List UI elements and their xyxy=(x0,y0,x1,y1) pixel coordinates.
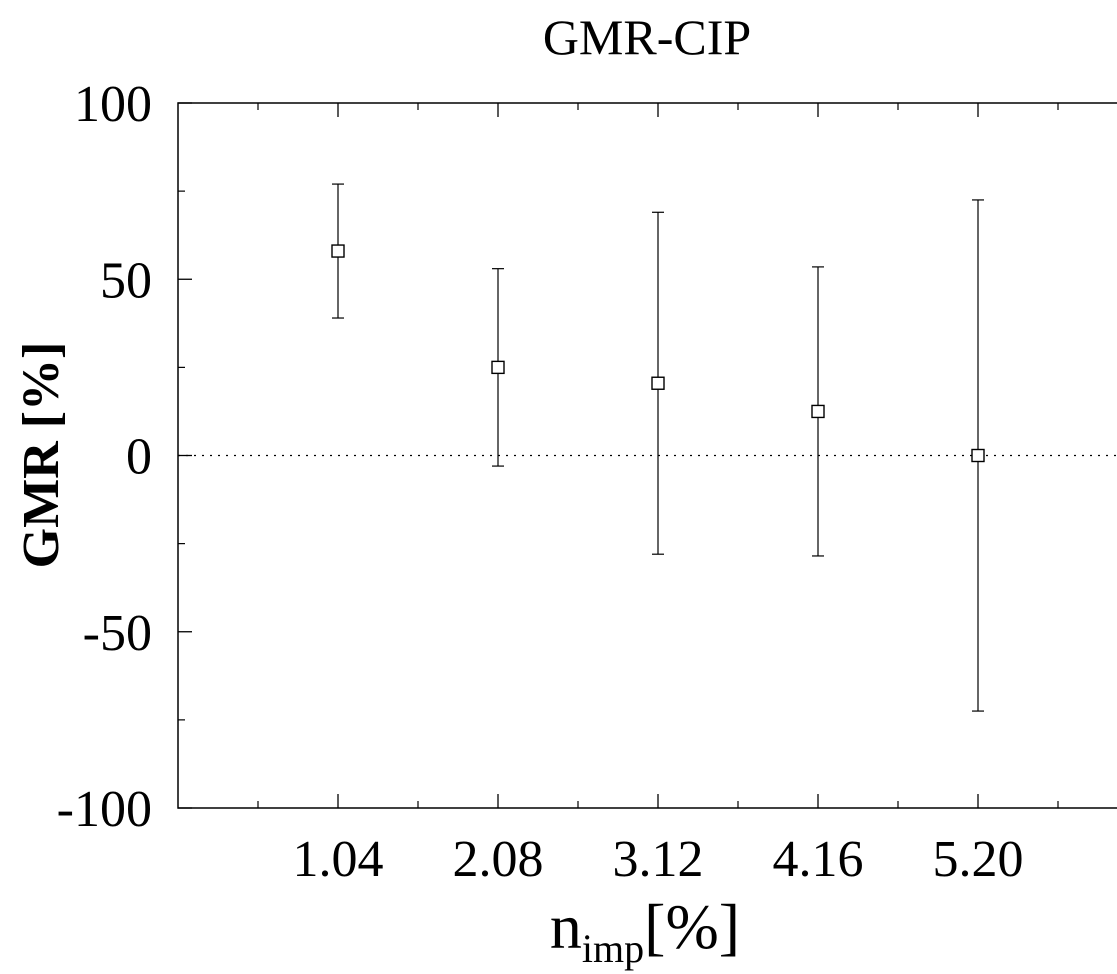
x-tick-labels: 1.04 2.08 3.12 4.16 5.20 xyxy=(293,831,1024,888)
minor-ticks xyxy=(178,103,1059,808)
y-axis-label: GMR [%] xyxy=(13,342,70,569)
y-tick-labels: 100 50 0 -50 -100 xyxy=(57,76,152,838)
y-tick-label: -100 xyxy=(57,781,152,838)
chart-title: GMR-CIP xyxy=(543,9,751,65)
x-tick-label: 3.12 xyxy=(613,831,704,888)
x-tick-label: 4.16 xyxy=(773,831,864,888)
y-tick-label: 0 xyxy=(126,429,152,486)
major-ticks xyxy=(178,102,979,809)
x-axis-label-subscript: imp xyxy=(582,926,644,971)
x-tick-label: 2.08 xyxy=(453,831,544,888)
x-axis-label-main: n xyxy=(550,891,582,962)
data-point-marker xyxy=(491,360,505,375)
error-bars xyxy=(332,183,984,712)
x-axis-label: nimp[%] xyxy=(550,891,740,971)
data-markers xyxy=(331,244,985,463)
x-tick-label: 5.20 xyxy=(933,831,1024,888)
y-tick-label: 100 xyxy=(74,76,152,133)
data-point-marker xyxy=(811,404,825,419)
data-point-marker xyxy=(971,448,985,463)
data-point-marker xyxy=(331,244,345,258)
x-tick-label: 1.04 xyxy=(293,831,384,888)
data-point-marker xyxy=(651,376,665,390)
y-tick-label: -50 xyxy=(83,605,152,662)
x-axis-label-suffix: [%] xyxy=(644,891,740,962)
y-tick-label: 50 xyxy=(100,252,152,309)
